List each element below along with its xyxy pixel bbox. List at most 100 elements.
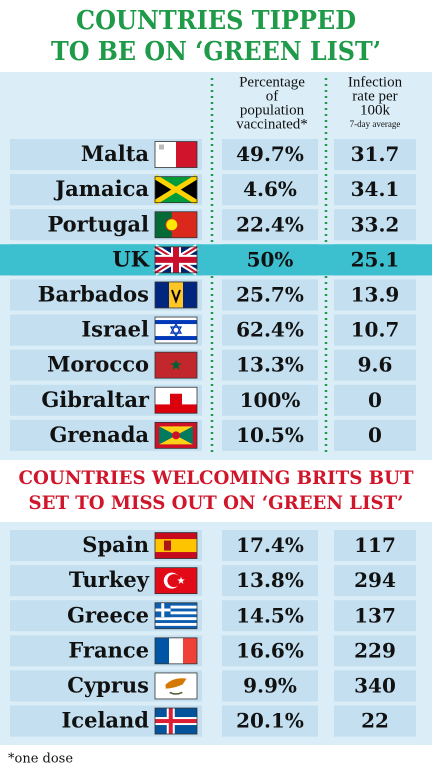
cell	[334, 635, 416, 667]
flag-part	[159, 426, 176, 445]
title: TO BE ON ‘GREEN LIST’	[51, 37, 381, 67]
flag	[153, 174, 199, 205]
flag	[154, 211, 198, 239]
vaccinated-value: 17.4%	[236, 533, 304, 557]
subtitle: COUNTRIES WELCOMING BRITS BUT	[19, 467, 414, 489]
flag-part	[155, 336, 197, 341]
flag	[153, 244, 199, 276]
vaccinated-value: 4.6%	[243, 177, 297, 201]
cell	[222, 670, 318, 702]
column-header: Percentage	[239, 74, 305, 90]
country-name: UK	[112, 246, 149, 271]
cell	[222, 349, 318, 381]
flag-part	[176, 426, 193, 445]
cell	[222, 384, 318, 416]
vaccinated-value: 14.5%	[236, 603, 304, 627]
flag-border	[154, 176, 198, 204]
country-name: Morocco	[47, 352, 149, 377]
flag-border	[154, 351, 198, 379]
cell	[334, 139, 416, 171]
flag-part	[172, 431, 180, 440]
infection-value: 31.7	[351, 142, 400, 166]
country-name: Greece	[67, 602, 149, 627]
flag-border	[154, 672, 198, 700]
cell	[222, 244, 318, 276]
cell	[334, 314, 416, 346]
infection-value: 13.9	[351, 282, 400, 306]
flag	[154, 386, 198, 414]
vaccinated-value: 25.7%	[236, 282, 304, 306]
flag-part	[155, 176, 176, 203]
cell	[222, 565, 318, 597]
flag-border	[154, 637, 198, 665]
cell	[334, 244, 416, 276]
flag-part	[155, 256, 197, 263]
column-header: vaccinated*	[236, 116, 308, 132]
flag-part	[170, 359, 182, 371]
column-note: 7-day average	[350, 119, 401, 129]
country-name: Barbados	[38, 281, 149, 306]
flag-border	[154, 141, 198, 168]
cell	[222, 530, 318, 562]
cell	[334, 670, 416, 702]
flag	[154, 281, 198, 309]
flag-part	[155, 211, 172, 238]
subtitle: SET TO MISS OUT ON ‘GREEN LIST’	[29, 492, 404, 514]
country-name: Israel	[81, 317, 149, 342]
flag-part	[155, 320, 197, 325]
infection-value: 340	[354, 673, 396, 697]
column-header: of	[266, 88, 279, 104]
flag-part	[155, 605, 197, 609]
cell	[334, 174, 416, 206]
vaccinated-value: 22.4%	[236, 212, 304, 236]
cell	[334, 530, 416, 562]
country-name: Grenada	[49, 422, 149, 447]
flag-part	[155, 611, 197, 615]
cell	[222, 279, 318, 311]
flag	[154, 421, 198, 449]
cell	[222, 314, 318, 346]
flag-part	[169, 322, 183, 334]
infection-value: 33.2	[351, 212, 400, 236]
infection-value: 117	[354, 533, 396, 557]
cell	[222, 600, 318, 632]
flag	[154, 316, 198, 344]
flag-part	[155, 719, 197, 724]
flag-part	[155, 404, 197, 414]
vaccinated-value: 20.1%	[236, 709, 304, 733]
flag-border	[154, 316, 198, 344]
flag	[154, 141, 198, 168]
vaccinated-value: 50%	[247, 247, 294, 271]
column-header: population	[240, 102, 305, 118]
flag-border	[154, 602, 198, 630]
cell	[334, 705, 416, 737]
cell	[334, 419, 416, 451]
column-header: Infection	[348, 74, 403, 90]
flag-part	[170, 393, 182, 406]
flag-part	[155, 622, 197, 626]
cell	[222, 209, 318, 241]
flag-border	[154, 386, 198, 414]
flag	[154, 532, 198, 559]
flag-part	[169, 326, 183, 338]
column-header: 100k	[360, 102, 391, 118]
footnote: *one dose	[8, 752, 73, 767]
flag-part	[155, 637, 169, 664]
infection-value: 137	[354, 603, 396, 627]
flag-part	[153, 174, 199, 205]
flag-border	[154, 707, 198, 735]
column-header: rate per	[352, 88, 397, 104]
country-name: Iceland	[61, 708, 149, 733]
flag-part	[159, 435, 193, 445]
flag	[154, 672, 198, 700]
flag-border	[154, 281, 198, 309]
cell	[334, 279, 416, 311]
cell	[334, 349, 416, 381]
flag-part	[159, 144, 164, 150]
vaccinated-value: 9.9%	[243, 673, 297, 697]
flag-part	[155, 608, 171, 612]
country-name: Malta	[81, 141, 150, 166]
vaccinated-value: 49.7%	[236, 142, 304, 166]
infection-value: 25.1	[351, 247, 400, 271]
